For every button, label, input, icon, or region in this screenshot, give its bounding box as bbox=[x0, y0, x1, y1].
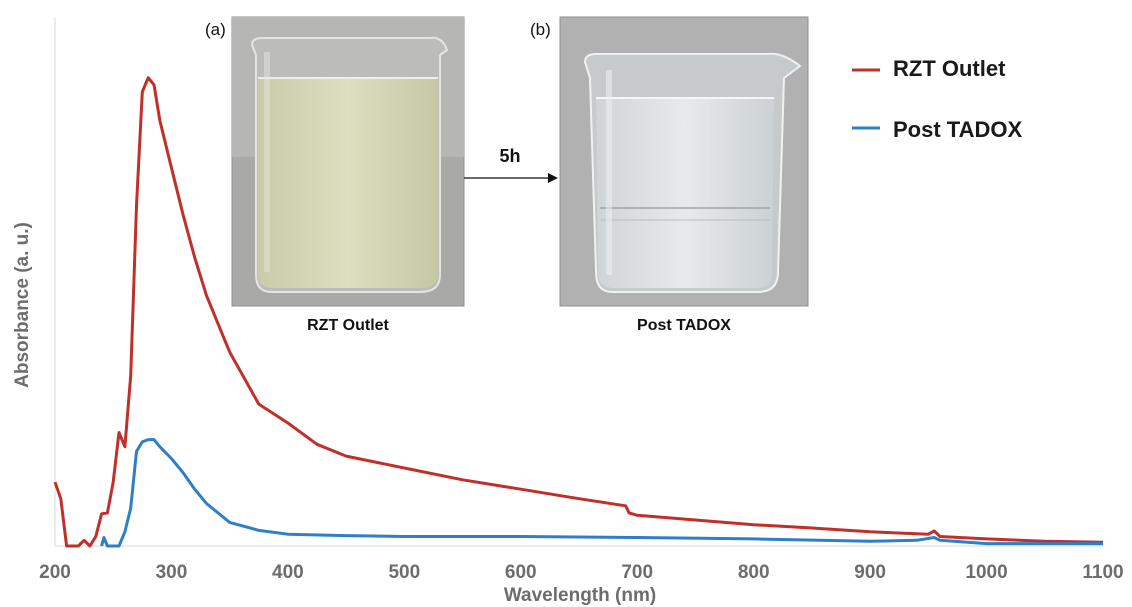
legend: RZT Outlet Post TADOX bbox=[852, 56, 1022, 142]
x-tick-label: 200 bbox=[39, 562, 71, 583]
beaker-liquid-right bbox=[596, 98, 774, 288]
x-tick-label: 1000 bbox=[965, 562, 1007, 583]
x-axis-title: Wavelength (nm) bbox=[504, 585, 656, 606]
x-tick-label: 400 bbox=[272, 562, 304, 583]
series-line-post-tadox bbox=[100, 438, 1103, 548]
x-tick-label: 800 bbox=[738, 562, 770, 583]
x-tick-labels: 200 300 400 500 600 700 800 900 1000 1100 bbox=[39, 562, 1123, 583]
x-tick-label: 500 bbox=[388, 562, 420, 583]
series-line-rzt-outlet bbox=[53, 76, 1104, 548]
caption-post-tadox: Post TADOX bbox=[637, 317, 731, 334]
arrow-head-icon bbox=[548, 173, 558, 183]
series-lines bbox=[53, 76, 1104, 548]
photo-post-tadox bbox=[559, 16, 809, 307]
legend-label-rzt-outlet: RZT Outlet bbox=[893, 56, 1006, 81]
x-tick-label: 1100 bbox=[1082, 562, 1123, 583]
legend-label-post-tadox: Post TADOX bbox=[893, 117, 1022, 142]
x-tick-label: 700 bbox=[621, 562, 653, 583]
panel-label-b: (b) bbox=[530, 20, 551, 39]
x-tick-label: 300 bbox=[156, 562, 188, 583]
inset-photos: (a) (b) RZT Outlet Post TADOX 5h bbox=[205, 16, 809, 334]
panel-label-a: (a) bbox=[205, 20, 226, 39]
y-axis-title: Absorbance (a. u.) bbox=[12, 222, 33, 388]
photo-rzt-outlet bbox=[231, 16, 465, 307]
beaker-liquid-left bbox=[258, 78, 438, 288]
arrow-label: 5h bbox=[499, 146, 520, 166]
caption-rzt-outlet: RZT Outlet bbox=[307, 317, 389, 334]
x-tick-label: 600 bbox=[505, 562, 537, 583]
x-tick-label: 900 bbox=[854, 562, 886, 583]
